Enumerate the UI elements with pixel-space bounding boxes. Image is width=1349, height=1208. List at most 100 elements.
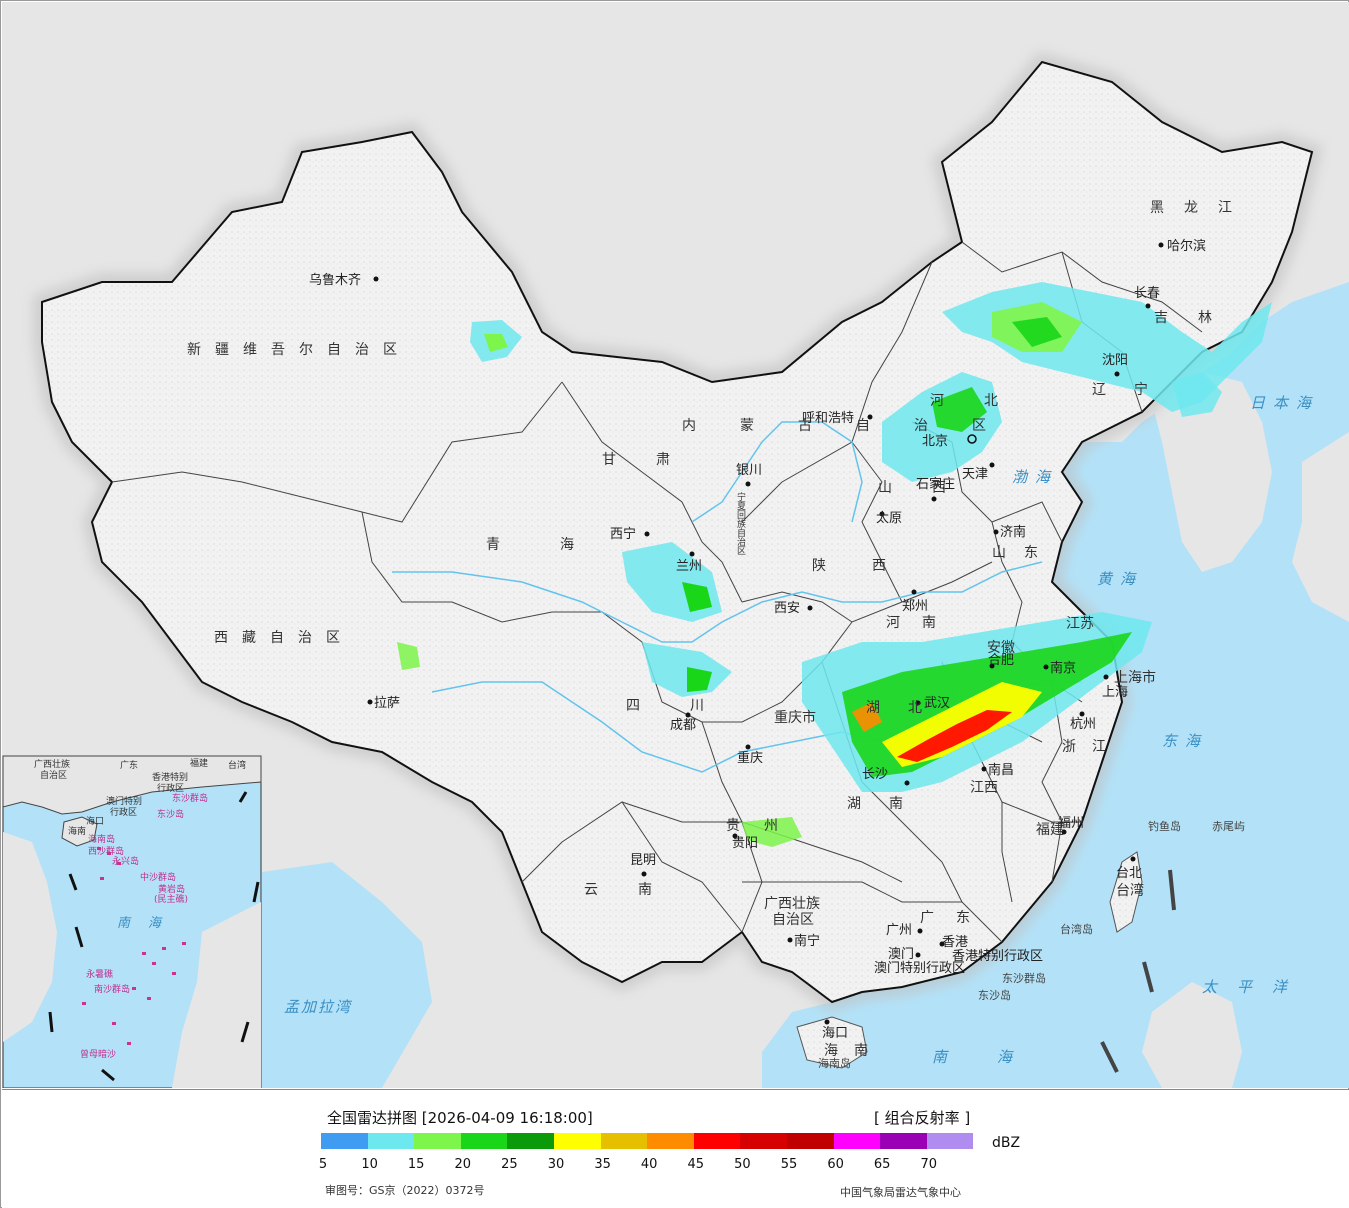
province-label-neimenggu: 内蒙古自治区 — [682, 418, 1030, 434]
province-label-taiwan: 台湾 — [1116, 882, 1144, 899]
city-labels: 乌鲁木齐 拉萨 西宁 兰州 银川 呼和浩特 北京 天津 石家庄 太原 济南 郑州… — [309, 238, 1206, 1041]
city-label-urumqi: 乌鲁木齐 — [309, 272, 361, 288]
province-label-jiangsu: 江苏 — [1066, 616, 1094, 632]
south-sea-inset — [2, 755, 262, 1088]
province-label-gansu: 甘肃 — [602, 452, 710, 468]
city-label-changsha: 长沙 — [862, 767, 888, 782]
philippines-land — [1142, 982, 1242, 1088]
inset-label-nansha: 南沙群岛 — [94, 983, 130, 995]
legend-tick-15: 15 — [407, 1157, 425, 1172]
province-label-heilongjiang: 黑龙江 — [1150, 200, 1252, 216]
province-label-sichuan: 四川 — [626, 698, 754, 714]
inset-label-hainan-dao: 海南岛 — [88, 833, 115, 845]
sea-label-pacific: 太平洋 — [1202, 978, 1307, 996]
legend-swatch-3 — [460, 1133, 508, 1149]
province-label-jilin: 吉林 — [1154, 310, 1242, 326]
inset-dashes — [48, 791, 260, 1082]
inset-label-yongshu: 永暑礁 — [86, 968, 113, 980]
inset-land-southeast — [172, 902, 261, 1088]
city-label-beijing: 北京 — [922, 434, 948, 449]
inset-labels: 广西壮族 自治区 广东 福建 台湾 香港特别 行政区 澳门特别 行政区 东沙群岛… — [34, 757, 246, 1060]
province-label-zhejiang: 浙江 — [1062, 739, 1122, 755]
legend-product-name: [ 组合反射率 ] — [874, 1109, 971, 1127]
province-label-fujian: 福建 — [1036, 822, 1064, 838]
inset-land-north — [2, 755, 262, 815]
echo-hebei-core — [932, 387, 987, 432]
province-label-yunnan: 云南 — [584, 882, 692, 898]
legend-swatch-6 — [600, 1133, 648, 1149]
sea-label-yellow: 黄海 — [1097, 570, 1143, 588]
province-label-qinghai: 青海 — [486, 537, 634, 553]
province-label-shanxi: 山西 — [878, 480, 986, 496]
sea-label-japan: 日本海 — [1250, 394, 1319, 412]
label-macau-sar: 澳门特别行政区 — [874, 960, 965, 976]
city-label-yinchuan: 银川 — [736, 463, 762, 478]
inset-label-zengmu: 曾母暗沙 — [80, 1048, 116, 1060]
boundary-dashes — [1100, 869, 1176, 1073]
echo-tibet — [397, 642, 420, 670]
province-label-chongqingshi: 重庆市 — [774, 709, 816, 726]
legend-panel: 全国雷达拼图 [2026-04-09 16:18:00] [ 组合反射率 ] d… — [2, 1089, 1349, 1208]
inset-label-hk-sar: 行政区 — [157, 782, 184, 794]
city-label-haikou: 海口 — [822, 1026, 848, 1041]
inset-label-dongsha-dao: 东沙岛 — [157, 808, 184, 820]
legend-swatch-12 — [880, 1133, 927, 1149]
island-label-taiwan-dao: 台湾岛 — [1060, 922, 1093, 936]
city-label-shijiazhuang: 石家庄 — [916, 476, 955, 492]
echo-northeast-core — [1012, 317, 1062, 347]
legend-tick-30: 30 — [547, 1157, 565, 1172]
city-label-shenyang: 沈阳 — [1102, 353, 1128, 368]
echo-korea — [1172, 372, 1222, 417]
japan-land — [1292, 432, 1349, 622]
map-svg: 乌鲁木齐 拉萨 西宁 兰州 银川 呼和浩特 北京 天津 石家庄 太原 济南 郑州… — [2, 2, 1349, 1088]
legend-tick-labels: 5 10 15 20 25 30 35 40 45 50 55 60 65 70 — [318, 1157, 1021, 1175]
inset-label-hainan: 海南 — [68, 825, 86, 837]
inset-label-yongxing: 永兴岛 — [112, 855, 139, 867]
legend-tick-5: 5 — [318, 1157, 328, 1172]
city-label-hangzhou: 杭州 — [1070, 717, 1096, 732]
city-label-zhengzhou: 郑州 — [902, 599, 928, 614]
city-label-nanchang: 南昌 — [988, 762, 1014, 778]
province-label-shandong: 山东 — [992, 545, 1056, 561]
province-label-tibet: 西藏自治区 — [214, 630, 354, 646]
echo-gansu-core — [682, 582, 712, 612]
province-label-hubei: 湖北 — [866, 700, 950, 716]
legend-tick-70: 70 — [920, 1157, 938, 1172]
province-label-hebei: 河北 — [930, 393, 1038, 409]
city-label-xian: 西安 — [774, 601, 800, 616]
inset-label-guangdong: 广东 — [120, 759, 138, 771]
province-label-guangxi: 广西壮族 — [764, 896, 820, 912]
china-map: 乌鲁木齐 拉萨 西宁 兰州 银川 呼和浩特 北京 天津 石家庄 太原 济南 郑州… — [2, 2, 1349, 1088]
echo-xinjiang-core — [484, 334, 508, 352]
city-label-guangzhou: 广州 — [886, 923, 912, 938]
island-label-chiwei: 赤尾屿 — [1212, 820, 1245, 833]
province-labels: 新疆维吾尔自治区 西藏自治区 青海 甘肃 内蒙古自治区 黑龙江 吉林 辽宁 河北… — [187, 200, 1252, 1059]
inset-label-guangxi: 广西壮族 — [34, 758, 70, 770]
island-label-diaoyu: 钓鱼岛 — [1148, 819, 1181, 833]
province-label-shaanxi: 陕西 — [812, 558, 932, 574]
legend-swatch-10 — [786, 1133, 834, 1149]
bay-of-bengal — [262, 862, 432, 1088]
legend-swatch-2 — [414, 1133, 461, 1149]
island-label-hainan-dao: 海南岛 — [818, 1056, 851, 1070]
inset-label-huangyan: 黄岩岛 — [158, 883, 185, 895]
province-label-hainan: 海南 — [824, 1043, 884, 1059]
city-label-chongqing: 重庆 — [737, 750, 763, 766]
legend-swatch-8 — [693, 1133, 741, 1149]
city-label-tianjin: 天津 — [962, 467, 988, 482]
label-hk-sar: 香港特别行政区 — [952, 949, 1043, 964]
legend-color-bar — [321, 1133, 974, 1149]
city-label-wuhan: 武汉 — [924, 696, 950, 711]
inset-label-xisha: 西沙群岛 — [88, 845, 124, 857]
island-label-dongsha-qundao: 东沙群岛 — [1002, 971, 1046, 985]
city-label-taipei: 台北 — [1116, 866, 1142, 881]
province-label-guizhou: 贵州 — [726, 818, 802, 834]
city-label-lhasa: 拉萨 — [374, 696, 400, 711]
city-markers — [367, 242, 1164, 1025]
data-source: 中国气象局雷达气象中心 — [840, 1186, 961, 1199]
legend-tick-55: 55 — [780, 1157, 798, 1172]
legend-swatch-5 — [553, 1133, 601, 1149]
province-label-liaoning: 辽宁 — [1092, 381, 1176, 398]
echo-hubei-red — [852, 702, 882, 732]
city-label-taiyuan: 太原 — [876, 511, 902, 526]
